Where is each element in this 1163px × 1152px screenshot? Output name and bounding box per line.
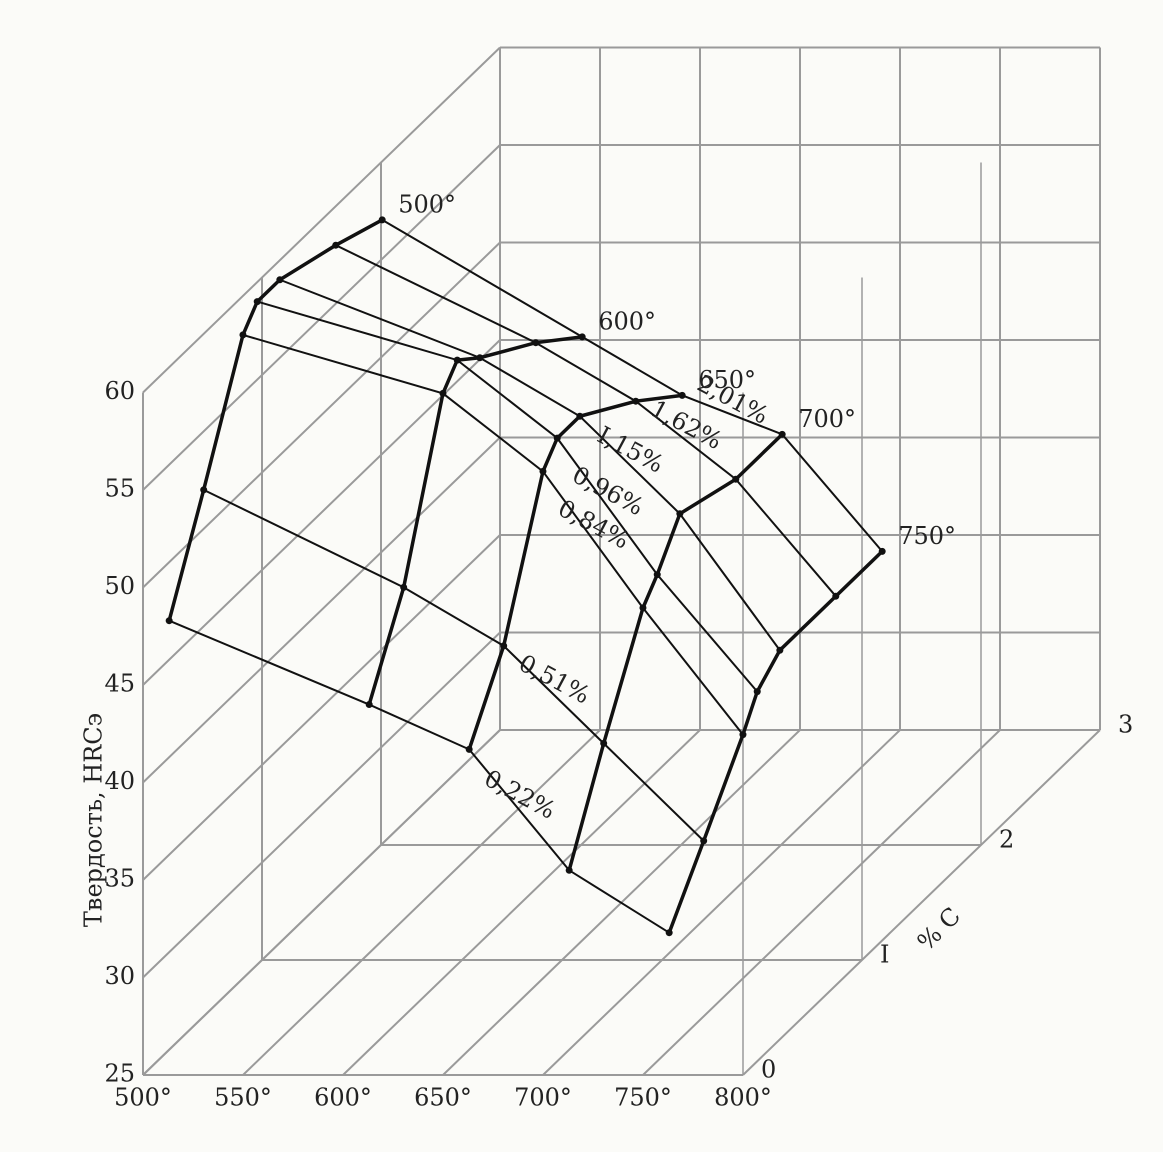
y-tick-label: 60 xyxy=(104,377,135,405)
z-tick-label: I xyxy=(880,941,889,969)
grid-line xyxy=(142,46,501,394)
carbon-label: 0,51% xyxy=(514,649,594,710)
z-axis-label: % C xyxy=(912,902,966,956)
y-tick-label: 25 xyxy=(104,1060,135,1088)
carbon-label: 0,22% xyxy=(480,764,560,825)
x-tick-label: 550° xyxy=(214,1084,272,1112)
grid-line xyxy=(342,729,701,1076)
y-tick-label: 45 xyxy=(104,670,135,698)
carbon-label: I,15% xyxy=(593,421,668,479)
grid-line xyxy=(542,729,901,1076)
isotherm-line xyxy=(567,433,784,871)
y-tick-label: 40 xyxy=(104,767,135,795)
isotherm-line xyxy=(467,393,683,750)
z-tick-label: 3 xyxy=(1118,711,1133,739)
isotherm-label: 650° xyxy=(698,366,756,394)
y-axis-label: Твердость, HRCэ xyxy=(80,713,108,927)
isotherm-line xyxy=(167,218,384,622)
grid-line xyxy=(242,729,601,1076)
y-tick-label: 50 xyxy=(104,572,135,600)
x-tick-label: 700° xyxy=(514,1084,572,1112)
x-tick-label: 600° xyxy=(314,1084,372,1112)
y-tick-label: 30 xyxy=(104,962,135,990)
grid-line xyxy=(142,144,501,491)
grid-line xyxy=(142,436,501,784)
x-tick-label: 750° xyxy=(614,1084,672,1112)
z-tick-label: 2 xyxy=(999,826,1014,854)
isotherm-label: 600° xyxy=(598,307,656,335)
grid-line xyxy=(142,241,501,589)
y-tick-label: 55 xyxy=(104,475,135,503)
x-tick-label: 650° xyxy=(414,1084,472,1112)
grid-line xyxy=(142,534,501,881)
y-tick-label: 35 xyxy=(104,865,135,893)
x-tick-label: 500° xyxy=(114,1084,172,1112)
x-tick-label: 800° xyxy=(714,1084,772,1112)
carbon-line xyxy=(279,278,781,651)
isotherm-line xyxy=(667,550,884,934)
grid-line xyxy=(742,729,1101,1076)
isotherm-line xyxy=(367,335,583,706)
carbon-line xyxy=(203,488,705,842)
grid-line xyxy=(642,729,1001,1076)
isotherm-label: 700° xyxy=(798,405,856,433)
z-tick-label: 0 xyxy=(761,1056,776,1084)
isotherm-label: 500° xyxy=(398,190,456,218)
isotherm-label: 750° xyxy=(898,522,956,550)
grid-line xyxy=(142,729,501,1076)
grid-line xyxy=(142,631,501,979)
